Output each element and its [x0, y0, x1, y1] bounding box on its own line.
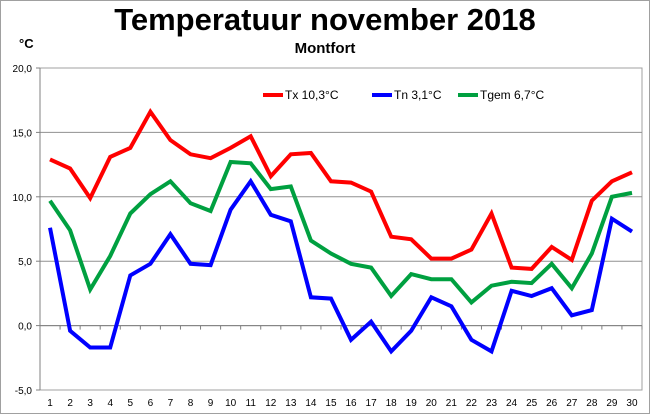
series-line-tgem	[48, 159, 633, 306]
chart-subtitle: Montfort	[294, 40, 356, 57]
x-tick-label: 23	[486, 398, 498, 409]
x-tick-label: 22	[466, 398, 478, 409]
x-tick-label: 7	[168, 398, 174, 409]
x-tick-label: 24	[506, 398, 518, 409]
x-tick-label: 9	[208, 398, 214, 409]
x-tick-label: 3	[87, 398, 93, 409]
series-line-tn	[48, 177, 634, 355]
x-tick-label: 14	[305, 398, 317, 409]
y-tick-label: 5,0	[18, 257, 32, 268]
x-tick-label: 27	[566, 398, 578, 409]
x-tick-label: 26	[546, 398, 558, 409]
x-tick-label: 4	[107, 398, 113, 409]
x-tick-label: 1	[47, 398, 53, 409]
x-tick-label: 19	[406, 398, 418, 409]
y-tick-label: 0,0	[18, 322, 32, 333]
x-tick-label: 21	[446, 398, 458, 409]
x-tick-label: 2	[67, 398, 73, 409]
legend-label: Tx 10,3°C	[285, 88, 339, 102]
x-tick-label: 18	[386, 398, 398, 409]
x-tick-label: 20	[426, 398, 438, 409]
y-axis-label: °C	[19, 36, 34, 51]
series-line-tx	[49, 108, 633, 271]
x-tick-label: 28	[586, 398, 598, 409]
y-tick-label: 20,0	[13, 64, 33, 75]
x-tick-label: 12	[265, 398, 277, 409]
plot-area	[39, 67, 643, 391]
x-tick-label: 17	[366, 398, 378, 409]
x-tick-label: 16	[345, 398, 357, 409]
x-tick-label: 29	[606, 398, 618, 409]
x-tick-label: 15	[325, 398, 337, 409]
chart-title: Temperatuur november 2018	[114, 2, 536, 37]
x-tick-label: 25	[526, 398, 538, 409]
y-tick-label: 15,0	[13, 128, 33, 139]
x-tick-label: 6	[148, 398, 154, 409]
x-tick-label: 8	[188, 398, 194, 409]
legend-label: Tn 3,1°C	[394, 88, 442, 102]
x-tick-label: 5	[128, 398, 134, 409]
x-tick-label: 13	[285, 398, 297, 409]
legend-label: Tgem 6,7°C	[480, 88, 544, 102]
y-tick-label: 10,0	[13, 193, 33, 204]
x-tick-label: 30	[626, 398, 638, 409]
x-tick-label: 10	[225, 398, 237, 409]
y-tick-label: -5,0	[15, 386, 33, 397]
x-tick-label: 11	[246, 398, 257, 409]
